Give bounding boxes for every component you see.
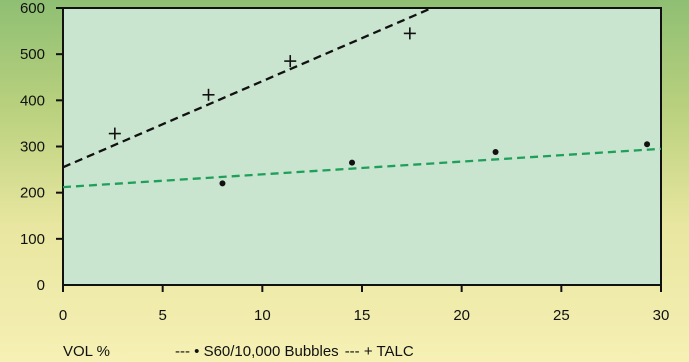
y-tick-label: 300 xyxy=(20,139,45,156)
y-tick-label: 500 xyxy=(20,46,45,63)
plot-area xyxy=(62,7,662,286)
x-tick-label: 25 xyxy=(553,307,570,324)
x-tick-label: 20 xyxy=(453,307,470,324)
x-tick-label: 5 xyxy=(158,307,166,324)
x-axis-label: VOL % xyxy=(63,343,110,360)
x-tick-label: 30 xyxy=(653,307,670,324)
data-points xyxy=(108,27,651,187)
trend-lines xyxy=(63,8,661,189)
data-point-talc xyxy=(403,27,416,40)
x-tick-label: 0 xyxy=(59,307,67,324)
data-point-bubbles xyxy=(349,159,356,166)
data-point-bubbles xyxy=(644,141,651,148)
data-point-bubbles xyxy=(219,180,226,187)
y-tick-label: 200 xyxy=(20,185,45,202)
y-tick-label: 0 xyxy=(37,277,45,294)
trend-line-bubbles xyxy=(63,147,661,189)
y-tick-label: 100 xyxy=(20,231,45,248)
y-tick-label: 600 xyxy=(20,0,45,17)
data-point-bubbles xyxy=(492,149,499,156)
data-point-talc xyxy=(202,88,215,101)
legend-entry-bubbles: --- • S60/10,000 Bubbles xyxy=(175,343,339,360)
data-point-talc xyxy=(108,127,121,140)
data-point-talc xyxy=(284,55,297,68)
trend-line-talc xyxy=(63,8,433,169)
y-tick-label: 400 xyxy=(20,92,45,109)
axis-ticks: 0 100 200 300 400 500 600 0 5 10 15 20 25 30 xyxy=(20,0,669,324)
x-tick-label: 15 xyxy=(354,307,371,324)
legend-entry-talc: --- + TALC xyxy=(345,343,414,360)
x-tick-label: 10 xyxy=(254,307,271,324)
